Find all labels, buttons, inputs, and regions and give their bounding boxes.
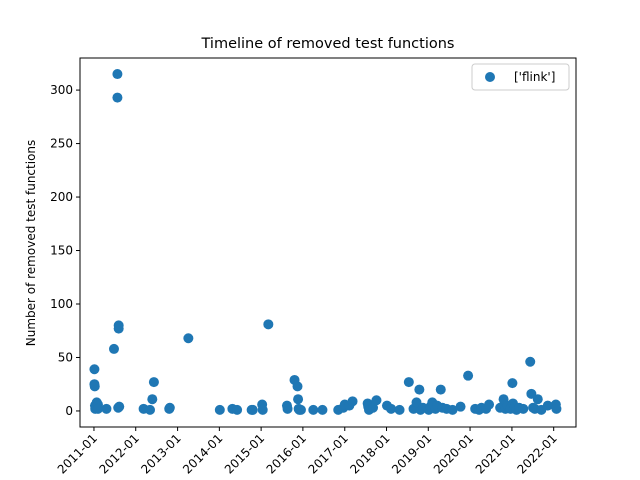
data-point — [112, 92, 123, 103]
data-point — [183, 333, 194, 344]
data-point — [282, 403, 293, 414]
data-point — [403, 377, 414, 388]
x-tick-label: 2019-01 — [389, 431, 434, 476]
x-axis: 2011-012012-012013-012014-012015-012016-… — [55, 427, 560, 477]
y-tick-label: 250 — [50, 137, 73, 151]
data-point — [114, 401, 125, 412]
data-point — [317, 404, 328, 415]
data-point — [463, 370, 474, 381]
x-tick-label: 2018-01 — [347, 431, 392, 476]
y-tick-label: 50 — [58, 350, 73, 364]
data-point — [551, 403, 562, 414]
x-tick-label: 2015-01 — [222, 431, 267, 476]
data-point — [542, 400, 553, 411]
data-point — [112, 69, 123, 80]
data-point — [455, 401, 466, 412]
y-axis-label: Number of removed test functions — [24, 140, 38, 347]
data-point — [308, 404, 319, 415]
x-tick-label: 2022-01 — [514, 431, 559, 476]
data-point — [92, 403, 103, 414]
data-point — [108, 343, 119, 354]
x-tick-label: 2017-01 — [306, 431, 351, 476]
data-point — [292, 381, 303, 392]
x-tick-label: 2013-01 — [138, 431, 183, 476]
data-point — [394, 404, 405, 415]
data-point — [101, 403, 112, 414]
x-tick-label: 2012-01 — [96, 431, 141, 476]
data-point — [89, 381, 100, 392]
data-point — [145, 404, 156, 415]
data-point — [257, 404, 268, 415]
data-point — [386, 403, 397, 414]
x-tick-label: 2021-01 — [473, 431, 518, 476]
y-tick-label: 200 — [50, 190, 73, 204]
data-point — [113, 323, 124, 334]
data-point — [435, 384, 446, 395]
legend: ['flink'] — [471, 63, 570, 91]
data-point — [232, 404, 243, 415]
data-point — [371, 395, 382, 406]
data-point — [295, 404, 306, 415]
x-tick-label: 2016-01 — [264, 431, 309, 476]
data-point — [147, 394, 158, 405]
data-point — [164, 402, 175, 413]
y-tick-label: 150 — [50, 244, 73, 258]
data-point — [263, 319, 274, 330]
y-axis: 0 50 100 150 200 250 300 — [50, 83, 80, 418]
data-point — [525, 356, 536, 367]
x-tick-label: 2011-01 — [55, 431, 100, 476]
data-points — [89, 69, 562, 415]
data-point — [532, 394, 543, 405]
data-point — [214, 404, 225, 415]
legend-marker — [485, 72, 495, 82]
data-point — [447, 404, 458, 415]
data-point — [148, 377, 159, 388]
y-tick-label: 100 — [50, 297, 73, 311]
data-point — [414, 384, 425, 395]
plot-area-frame — [79, 57, 577, 428]
legend-label: ['flink'] — [514, 70, 555, 84]
chart-title: Timeline of removed test functions — [201, 36, 455, 52]
legend-frame — [471, 63, 570, 91]
data-point — [347, 396, 358, 407]
x-tick-label: 2020-01 — [431, 431, 476, 476]
y-tick-label: 0 — [65, 404, 73, 418]
data-point — [368, 402, 379, 413]
data-point — [518, 403, 529, 414]
x-tick-label: 2014-01 — [180, 431, 225, 476]
data-point — [89, 364, 100, 375]
data-point — [484, 399, 495, 410]
data-point — [507, 378, 518, 389]
data-point — [293, 394, 304, 405]
y-tick-label: 300 — [50, 83, 73, 97]
data-point — [247, 404, 258, 415]
